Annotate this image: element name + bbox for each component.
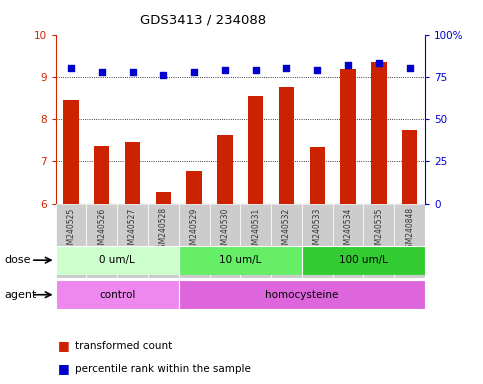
Bar [56, 246, 179, 275]
Point [221, 67, 229, 73]
Bar [271, 204, 302, 278]
Text: GSM240529: GSM240529 [190, 207, 199, 253]
Text: GSM240534: GSM240534 [343, 207, 353, 254]
Point [128, 69, 136, 75]
Bar [210, 204, 240, 278]
Point [159, 72, 167, 78]
Bar [248, 96, 263, 204]
Bar [179, 204, 210, 278]
Bar [302, 204, 333, 278]
Point [67, 65, 75, 71]
Point [406, 65, 413, 71]
Bar [279, 88, 294, 204]
Point [344, 62, 352, 68]
Text: ■: ■ [58, 339, 70, 352]
Text: GSM240533: GSM240533 [313, 207, 322, 254]
Text: GSM240532: GSM240532 [282, 207, 291, 253]
Bar [148, 204, 179, 278]
Text: control: control [99, 290, 135, 300]
Bar [364, 204, 394, 278]
Text: 0 um/L: 0 um/L [99, 255, 135, 265]
Bar [402, 130, 417, 204]
Text: agent: agent [5, 290, 37, 300]
Bar [217, 135, 233, 204]
Text: ■: ■ [58, 362, 70, 375]
Bar [179, 246, 302, 275]
Point [252, 67, 259, 73]
Point [190, 69, 198, 75]
Text: GSM240531: GSM240531 [251, 207, 260, 253]
Bar [302, 246, 425, 275]
Text: GSM240535: GSM240535 [374, 207, 384, 254]
Bar [63, 100, 79, 204]
Bar [156, 192, 171, 204]
Text: transformed count: transformed count [75, 341, 172, 351]
Text: percentile rank within the sample: percentile rank within the sample [75, 364, 251, 374]
Text: dose: dose [5, 255, 31, 265]
Bar [56, 280, 179, 309]
Point [313, 67, 321, 73]
Bar [94, 147, 110, 204]
Point [98, 69, 106, 75]
Bar [333, 204, 364, 278]
Text: GSM240528: GSM240528 [159, 207, 168, 253]
Bar [86, 204, 117, 278]
Text: GSM240527: GSM240527 [128, 207, 137, 253]
Bar [186, 170, 202, 204]
Bar [371, 62, 386, 204]
Bar [125, 142, 140, 204]
Text: GSM240526: GSM240526 [97, 207, 106, 253]
Text: GSM240530: GSM240530 [220, 207, 229, 254]
Point [283, 65, 290, 71]
Bar [341, 69, 356, 204]
Bar [117, 204, 148, 278]
Bar [179, 280, 425, 309]
Bar [56, 204, 86, 278]
Text: 100 um/L: 100 um/L [339, 255, 388, 265]
Point [375, 60, 383, 66]
Text: GDS3413 / 234088: GDS3413 / 234088 [140, 13, 266, 26]
Text: homocysteine: homocysteine [265, 290, 339, 300]
Bar [394, 204, 425, 278]
Bar [310, 147, 325, 204]
Text: GSM240525: GSM240525 [67, 207, 75, 253]
Text: GSM240848: GSM240848 [405, 207, 414, 253]
Bar [241, 204, 271, 278]
Text: 10 um/L: 10 um/L [219, 255, 261, 265]
